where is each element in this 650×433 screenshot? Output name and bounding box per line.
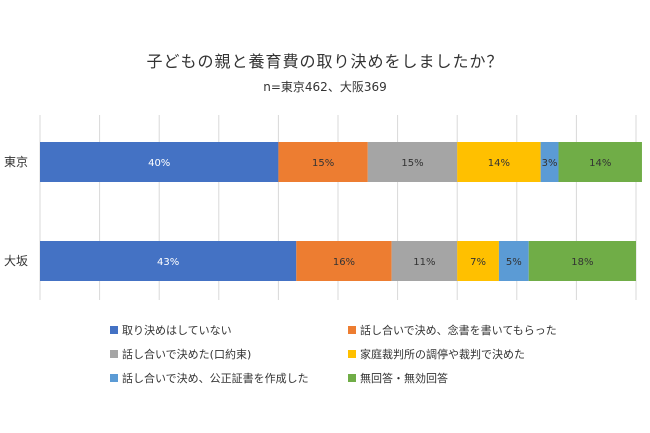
- legend-swatch: [348, 326, 356, 334]
- bar-segment: [40, 142, 279, 182]
- legend-label: 取り決めはしていない: [122, 324, 232, 337]
- legend-item: 取り決めはしていない: [110, 322, 342, 338]
- bar-segment: [457, 142, 541, 182]
- bar-segment: [40, 241, 297, 281]
- legend-item: 話し合いで決め、公正証書を作成した: [110, 370, 342, 386]
- bar-segment: [278, 142, 368, 182]
- legend-item: 家庭裁判所の調停や裁判で決めた: [348, 346, 608, 362]
- data-label: 18%: [571, 257, 593, 268]
- data-label: 5%: [506, 257, 522, 268]
- data-label: 14%: [488, 158, 510, 169]
- legend-swatch: [348, 350, 356, 358]
- legend-label: 話し合いで決め、公正証書を作成した: [122, 372, 309, 385]
- legend-item: 話し合いで決めた(口約束): [110, 346, 342, 362]
- data-label: 43%: [157, 257, 179, 268]
- data-label: 15%: [401, 158, 423, 169]
- legend-label: 無回答・無効回答: [360, 372, 448, 385]
- bar-segment: [296, 241, 392, 281]
- bar-segment: [528, 241, 636, 281]
- category-label: 大坂: [4, 254, 28, 268]
- legend-label: 話し合いで決め、念書を書いてもらった: [360, 324, 557, 337]
- data-label: 40%: [148, 158, 170, 169]
- data-label: 7%: [470, 257, 486, 268]
- legend-label: 話し合いで決めた(口約束): [122, 348, 252, 361]
- legend-item: 話し合いで決め、念書を書いてもらった: [348, 322, 608, 338]
- bar-segment: [558, 142, 642, 182]
- data-label: 14%: [589, 158, 611, 169]
- chart-subtitle: n=東京462、大阪369: [263, 80, 387, 94]
- legend-swatch: [110, 326, 118, 334]
- bar-segment: [457, 241, 499, 281]
- bar-segment: [540, 142, 559, 182]
- chart-title: 子どもの親と養育費の取り決めをしましたか？: [146, 52, 504, 71]
- data-label: 11%: [413, 257, 435, 268]
- legend-swatch: [110, 374, 118, 382]
- data-label: 15%: [312, 158, 334, 169]
- data-label: 16%: [333, 257, 355, 268]
- bar-segment: [367, 142, 458, 182]
- bar-segment: [498, 241, 529, 281]
- chart-legend: 取り決めはしていない 話し合いで決め、念書を書いてもらった話し合いで決めた(口約束…: [110, 322, 610, 386]
- data-label: 3%: [542, 158, 558, 169]
- category-label: 東京: [4, 155, 28, 169]
- legend-label: 家庭裁判所の調停や裁判で決めた: [360, 348, 525, 361]
- legend-swatch: [110, 350, 118, 358]
- bar-segment: [391, 241, 458, 281]
- legend-swatch: [348, 374, 356, 382]
- legend-item: 無回答・無効回答: [348, 370, 608, 386]
